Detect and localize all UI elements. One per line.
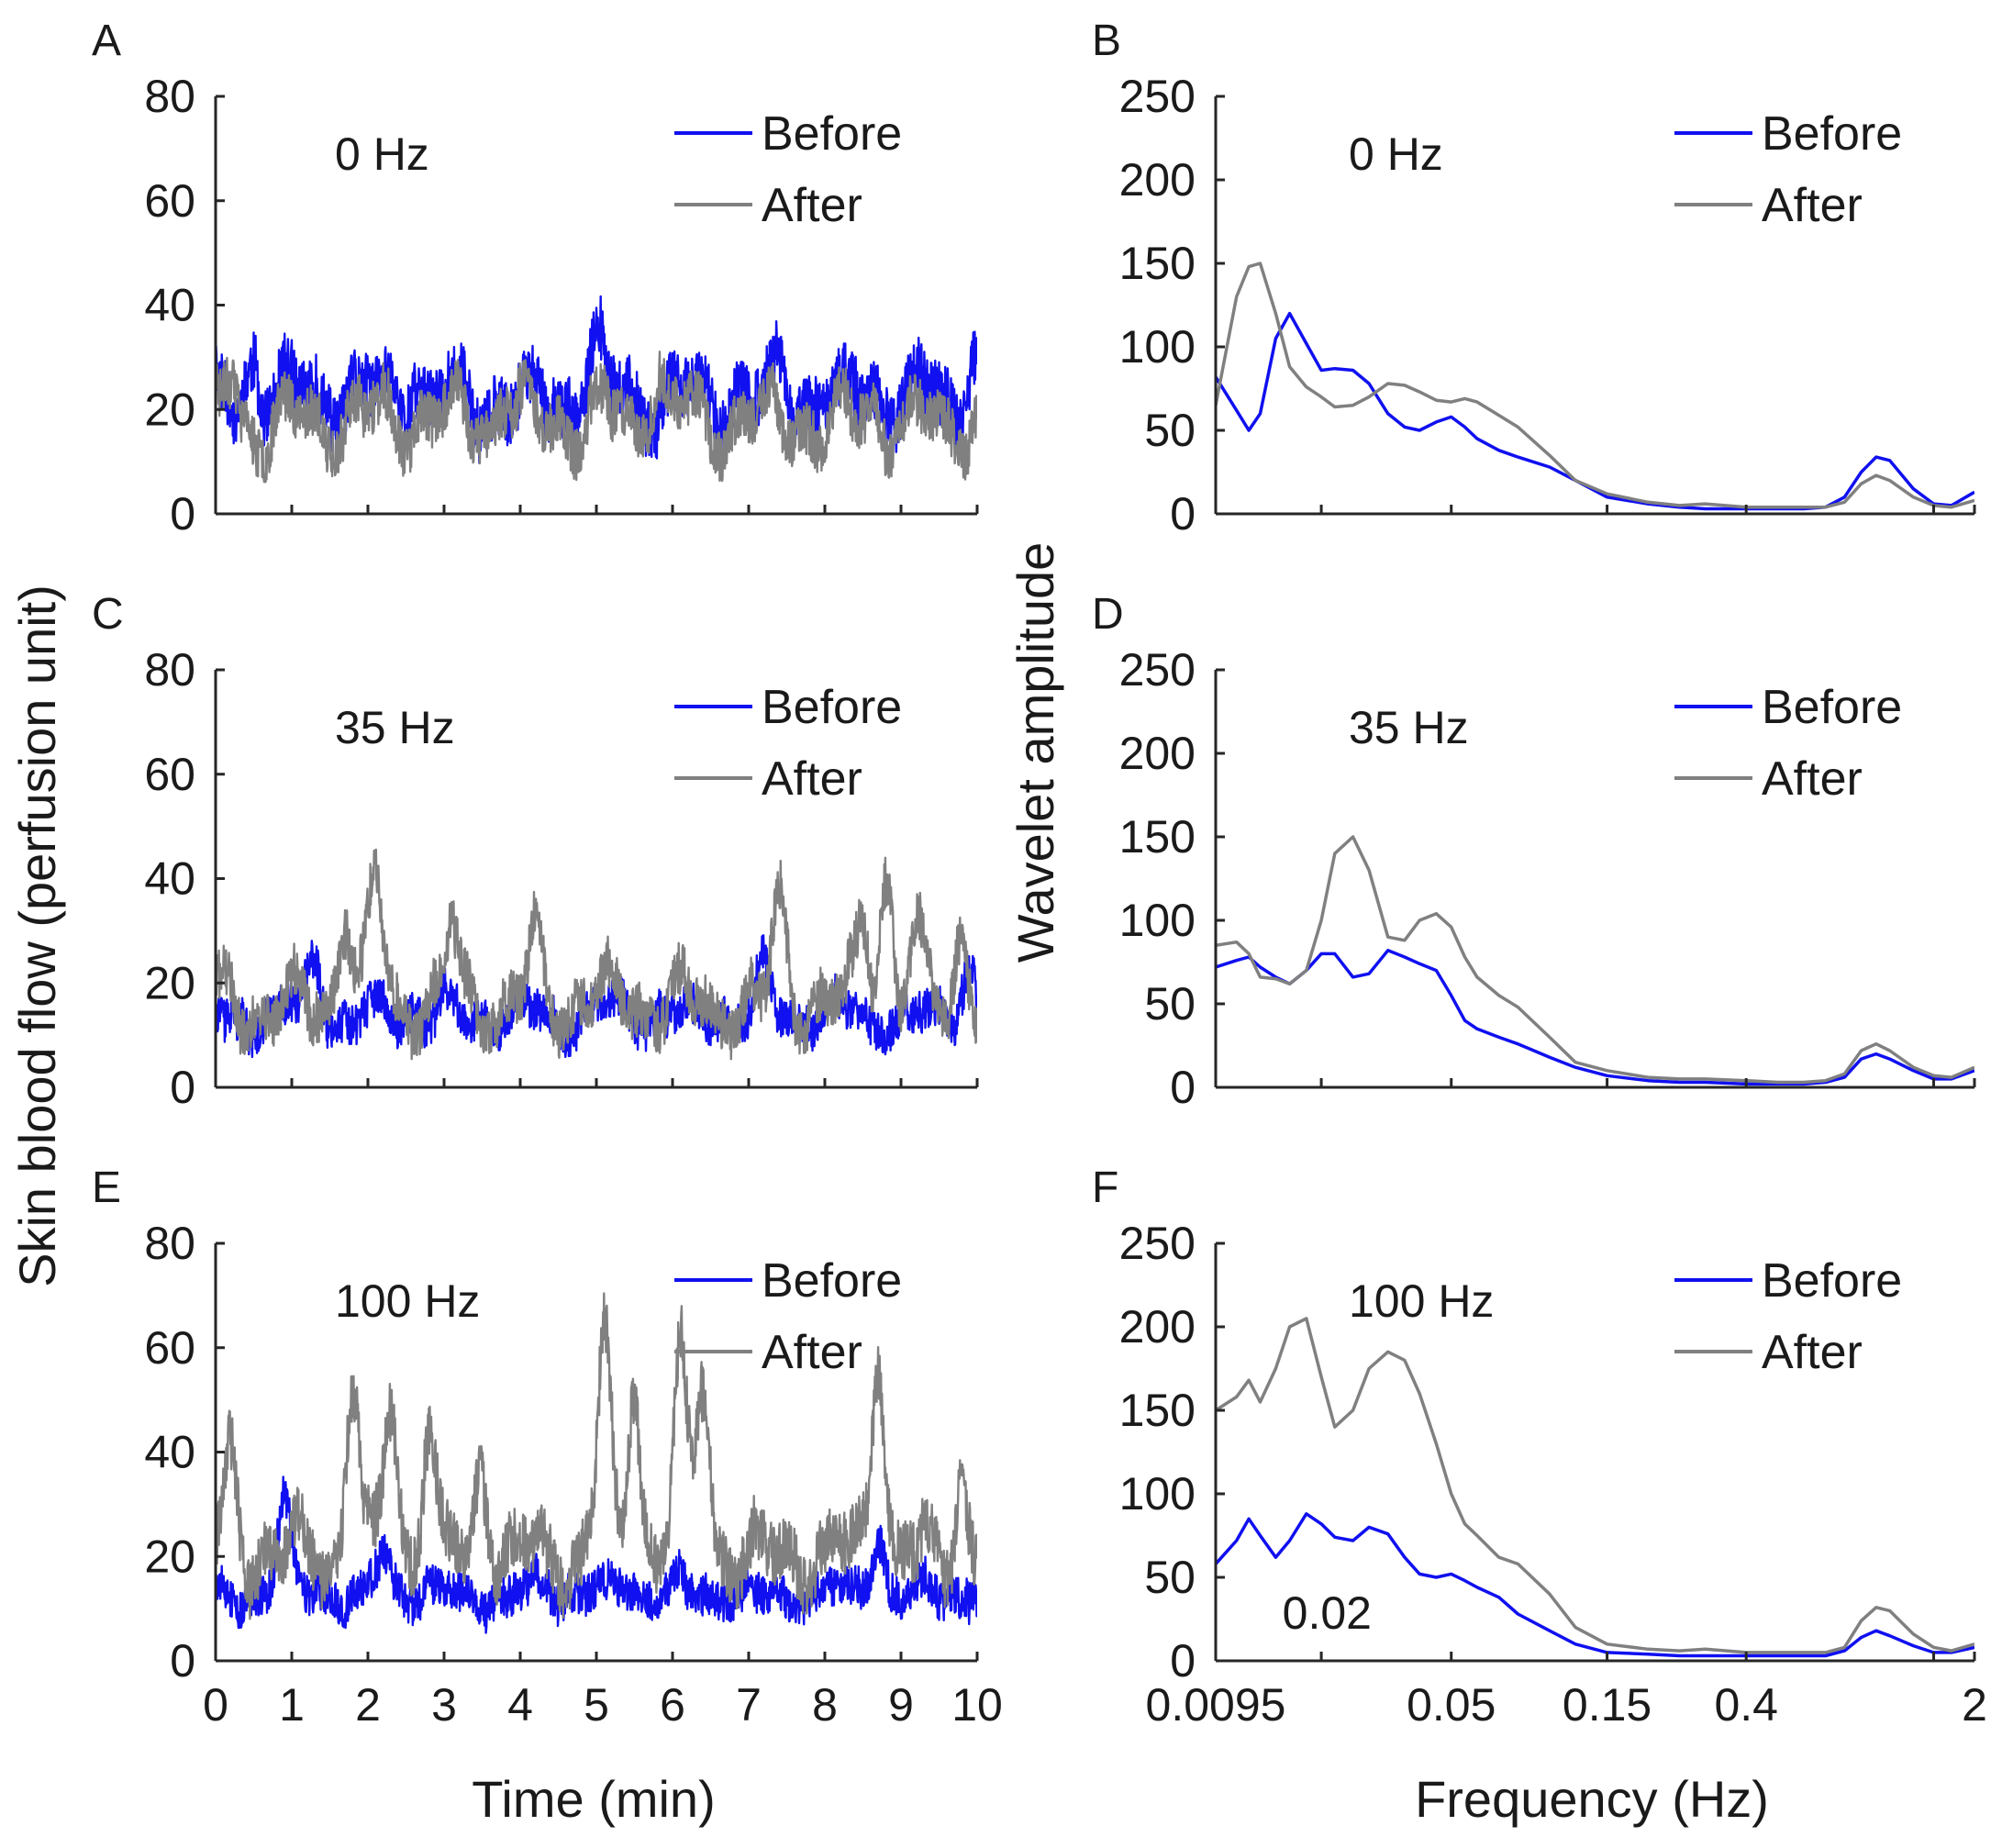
x-tick-label: 5 [584,1679,609,1731]
panel-f: 0 50 100 150 200 250 0.0095 0.05 0.15 0.4 2 F 100 Hz… [1092,1163,1987,1731]
legend-label-after: After [1762,752,1863,806]
panel-label: B [1092,17,1121,65]
y-tick-label: 0 [1170,488,1196,540]
legend-label-before: Before [762,1254,902,1308]
x-tick-label: 0.05 [1407,1679,1496,1731]
y-tick-label: 0 [170,1635,195,1687]
legend-label-before: Before [1762,681,1902,734]
panel-c: 0 20 40 60 80 C 35 Hz Before After [92,590,979,1113]
y-tick-label: 80 [144,71,195,122]
legend-label-before: Before [1762,1254,1902,1308]
y-tick-label: 60 [144,175,195,227]
y-tick-label: 150 [1119,238,1196,289]
legend-label-after: After [1762,1326,1863,1379]
panel-label: D [1092,590,1124,639]
y-tick-label: 0 [170,488,195,540]
x-tick-label: 9 [888,1679,914,1731]
x-tick-label: 0.0095 [1146,1679,1286,1731]
legend-label-after: After [1762,179,1863,232]
y-tick-label: 250 [1119,1218,1196,1269]
series-before-trace [216,295,977,464]
x-tick-label: 10 [951,1679,1003,1731]
y-tick-label: 50 [1144,1552,1196,1603]
panel-b: 0 50 100 150 200 250 B 0 Hz Before After [1092,17,1976,540]
y-tick-label: 250 [1119,644,1196,696]
x-tick-label: 6 [660,1679,685,1731]
time-xlabel: Time (min) [472,1770,715,1828]
y-tick-label: 150 [1119,811,1196,863]
y-tick-label: 80 [144,1218,195,1269]
x-tick-label: 1 [279,1679,305,1731]
condition-title: 100 Hz [335,1275,480,1327]
x-tick-label: 0 [203,1679,228,1731]
y-tick-label: 100 [1119,321,1196,373]
y-tick-label: 200 [1119,1301,1196,1353]
panel-label: E [92,1163,121,1212]
series-after-line [1216,835,1974,1085]
x-tick-label: 2 [355,1679,381,1731]
y-tick-label: 60 [144,1322,195,1374]
y-tick-label: 0 [170,1062,195,1113]
panel-label: F [1092,1163,1118,1212]
panel-a: 0 20 40 60 80 A 0 Hz Before After [92,17,979,540]
x-tick-label: 7 [736,1679,762,1731]
series-after-trace [216,848,977,1061]
y-tick-label: 0 [1170,1635,1196,1687]
freq-xlabel: Frequency (Hz) [1415,1770,1769,1828]
frequency-annotation: 0.02 [1283,1587,1372,1639]
condition-title: 35 Hz [335,702,455,753]
condition-title: 35 Hz [1349,702,1469,753]
legend-label-after: After [762,752,862,806]
y-tick-label: 200 [1119,728,1196,779]
y-tick-label: 150 [1119,1385,1196,1436]
x-tick-label: 4 [507,1679,533,1731]
panel-label: A [92,17,121,65]
series-before-trace [216,1475,977,1634]
y-tick-label: 20 [144,384,195,435]
x-tick-label: 8 [812,1679,838,1731]
legend-label-before: Before [762,681,902,734]
legend-label-before: Before [1762,107,1902,161]
y-tick-label: 50 [1144,978,1196,1030]
x-tick-label: 3 [431,1679,457,1731]
y-tick-label: 20 [144,957,195,1008]
y-tick-label: 20 [144,1531,195,1582]
y-tick-label: 200 [1119,154,1196,206]
y-tick-label: 0 [1170,1062,1196,1113]
series-before-line [1216,949,1974,1086]
condition-title: 100 Hz [1349,1275,1494,1327]
y-tick-label: 250 [1119,71,1196,122]
freq-ylabel: Wavelet amplitude [1007,542,1064,963]
y-tick-label: 60 [144,749,195,800]
legend-label-after: After [762,179,862,232]
y-tick-label: 100 [1119,1468,1196,1520]
time-ylabel: Skin blood flow (perfusion unit) [8,584,66,1287]
legend-label-after: After [762,1326,862,1379]
series-before-line [1216,1512,1974,1658]
series-after-line [1216,262,1974,509]
condition-title: 0 Hz [335,128,429,180]
y-tick-label: 40 [144,853,195,905]
series-before-line [1216,311,1974,511]
x-tick-label: 0.4 [1714,1679,1778,1731]
panel-label: C [92,590,124,639]
x-tick-label: 0.15 [1563,1679,1652,1731]
y-tick-label: 50 [1144,405,1196,456]
panel-d: 0 50 100 150 200 250 D 35 Hz Before After [1092,590,1976,1113]
series-after-trace [216,1292,977,1620]
series-after-line [1216,1317,1974,1654]
y-tick-label: 100 [1119,895,1196,946]
y-tick-label: 40 [144,280,195,331]
series-after-trace [216,351,977,484]
y-tick-label: 40 [144,1427,195,1478]
y-tick-label: 80 [144,644,195,696]
condition-title: 0 Hz [1349,128,1443,180]
legend-label-before: Before [762,107,902,161]
x-tick-label: 2 [1962,1679,1987,1731]
